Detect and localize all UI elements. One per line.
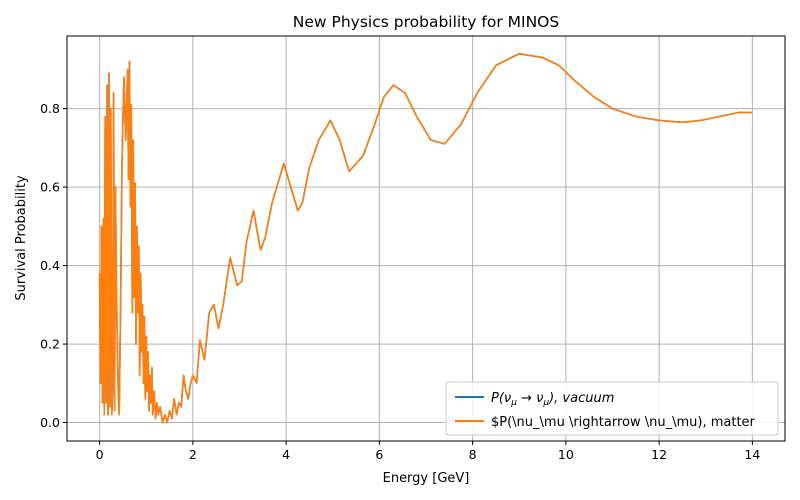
x-axis-ticks: 0 2 4 6 8 10 12 14	[96, 441, 760, 462]
series-lines	[98, 52, 753, 424]
y-axis-ticks: 0.0 0.2 0.4 0.6 0.8	[40, 101, 67, 430]
y-tick-label: 0.8	[40, 101, 60, 116]
y-tick-label: 0.6	[40, 180, 60, 195]
legend: P(νμ → νμ), vacuum $P(\nu_\mu \rightarro…	[445, 381, 779, 436]
x-tick-label: 6	[375, 447, 383, 462]
x-tick-label: 2	[189, 447, 197, 462]
legend-label-vacuum-nu2: ν	[536, 391, 543, 406]
legend-label-vacuum-arrow: →	[517, 391, 536, 406]
chart-title: New Physics probability for MINOS	[293, 13, 559, 31]
x-axis-label: Energy [GeV]	[383, 471, 470, 486]
x-tick-label: 14	[744, 447, 760, 462]
legend-label-vacuum: P(νμ → νμ), vacuum	[491, 391, 614, 408]
legend-box	[445, 381, 779, 436]
y-tick-label: 0.4	[40, 258, 60, 273]
y-tick-label: 0.0	[40, 415, 60, 430]
grid-lines	[67, 36, 785, 441]
legend-label-vacuum-nu1: ν	[504, 391, 511, 406]
legend-label-vacuum-mu1: μ	[510, 398, 517, 408]
x-tick-label: 0	[96, 447, 104, 462]
y-tick-label: 0.2	[40, 337, 60, 352]
y-axis-label: Survival Probability	[14, 175, 29, 301]
plot-frame	[66, 35, 786, 442]
legend-label-vacuum-tail: ), vacuum	[548, 391, 614, 406]
legend-label-vacuum-mu2: μ	[542, 398, 549, 408]
x-tick-label: 8	[469, 447, 477, 462]
legend-label-matter: $P(\nu_\mu \rightarrow \nu_\mu), matter	[491, 415, 756, 430]
series-line-matter	[98, 52, 753, 424]
x-tick-label: 4	[282, 447, 290, 462]
x-tick-label: 12	[651, 447, 667, 462]
x-tick-label: 10	[558, 447, 574, 462]
legend-label-vacuum-p: P(	[491, 391, 505, 406]
